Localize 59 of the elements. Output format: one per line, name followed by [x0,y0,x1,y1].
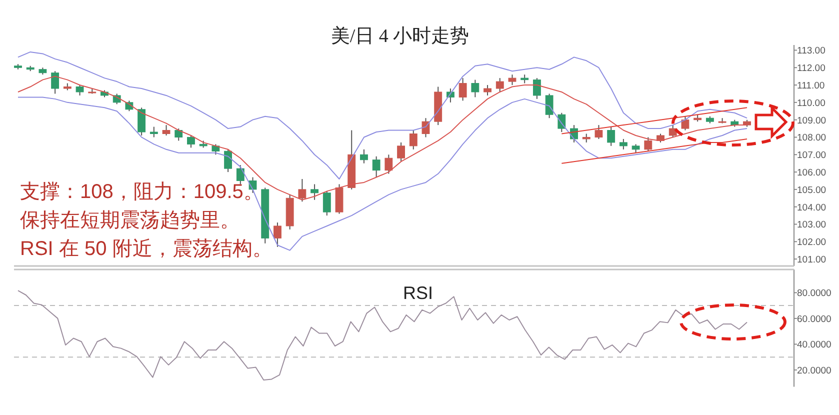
candlestick [372,156,380,178]
candlestick [360,148,368,164]
candlestick [558,112,566,133]
y-tick-label: 113.00 [797,46,826,57]
y-tick-label: 109.00 [797,115,826,126]
y-tick-label: 80.0000 [797,288,832,300]
candlestick [274,222,282,248]
line-series [18,51,748,180]
candlestick [545,93,554,119]
annotation: RSI 在 50 附近，震荡结构。 [20,238,272,260]
candlestick [174,128,183,142]
candlestick [162,124,170,136]
y-tick-label: 105.00 [797,184,826,196]
candlestick [51,70,60,94]
y-tick-label: 110.00 [797,98,826,109]
candlestick [668,124,677,138]
candlestick [471,79,480,98]
candlestick [187,134,195,148]
y-tick-label: 20.0000 [797,365,832,376]
y-tick-label: 60.0000 [797,314,832,325]
y-tick-label: 108.00 [797,132,826,144]
candlestick [310,184,318,200]
chart-title: 美/日 4 小时走势 [330,25,470,47]
y-tick-label: 103.00 [797,220,826,231]
annotation: 保持在短期震荡趋势里。 [20,210,240,232]
candlestick [138,107,146,136]
y-tick-label: 112.00 [797,63,826,74]
y-tick-label: 102.00 [797,237,826,248]
candlestick [594,124,603,140]
line-series [561,138,748,164]
candlestick [484,84,492,96]
candlestick [409,130,418,150]
candlestick [681,116,690,131]
y-tick-label: 40.0000 [797,340,832,351]
y-tick-label: 111.00 [797,80,825,92]
candlestick [496,78,504,92]
candlestick [224,148,232,173]
candlestick [458,78,467,102]
candlestick [422,118,430,138]
y-tick-label: 106.00 [797,168,826,179]
y-tick-label: 101.00 [797,254,826,266]
text: RSI [402,283,434,303]
candlestick [298,178,306,202]
y-tick-label: 107.00 [797,150,826,162]
annotation: 支撑：108，阻力：109.5。 [20,181,264,203]
candlestick [619,138,628,150]
candlestick [607,126,616,146]
candlestick [212,144,220,156]
candlestick [644,136,652,152]
candlestick [248,176,257,194]
candlestick [532,78,541,100]
candlestick [322,190,331,216]
y-tick-label: 104.00 [797,202,826,214]
candlestick [76,84,84,96]
candlestick [236,164,244,185]
candlestick [508,74,516,86]
candlestick [384,154,393,174]
candlestick [397,142,405,162]
candlestick [150,126,158,138]
